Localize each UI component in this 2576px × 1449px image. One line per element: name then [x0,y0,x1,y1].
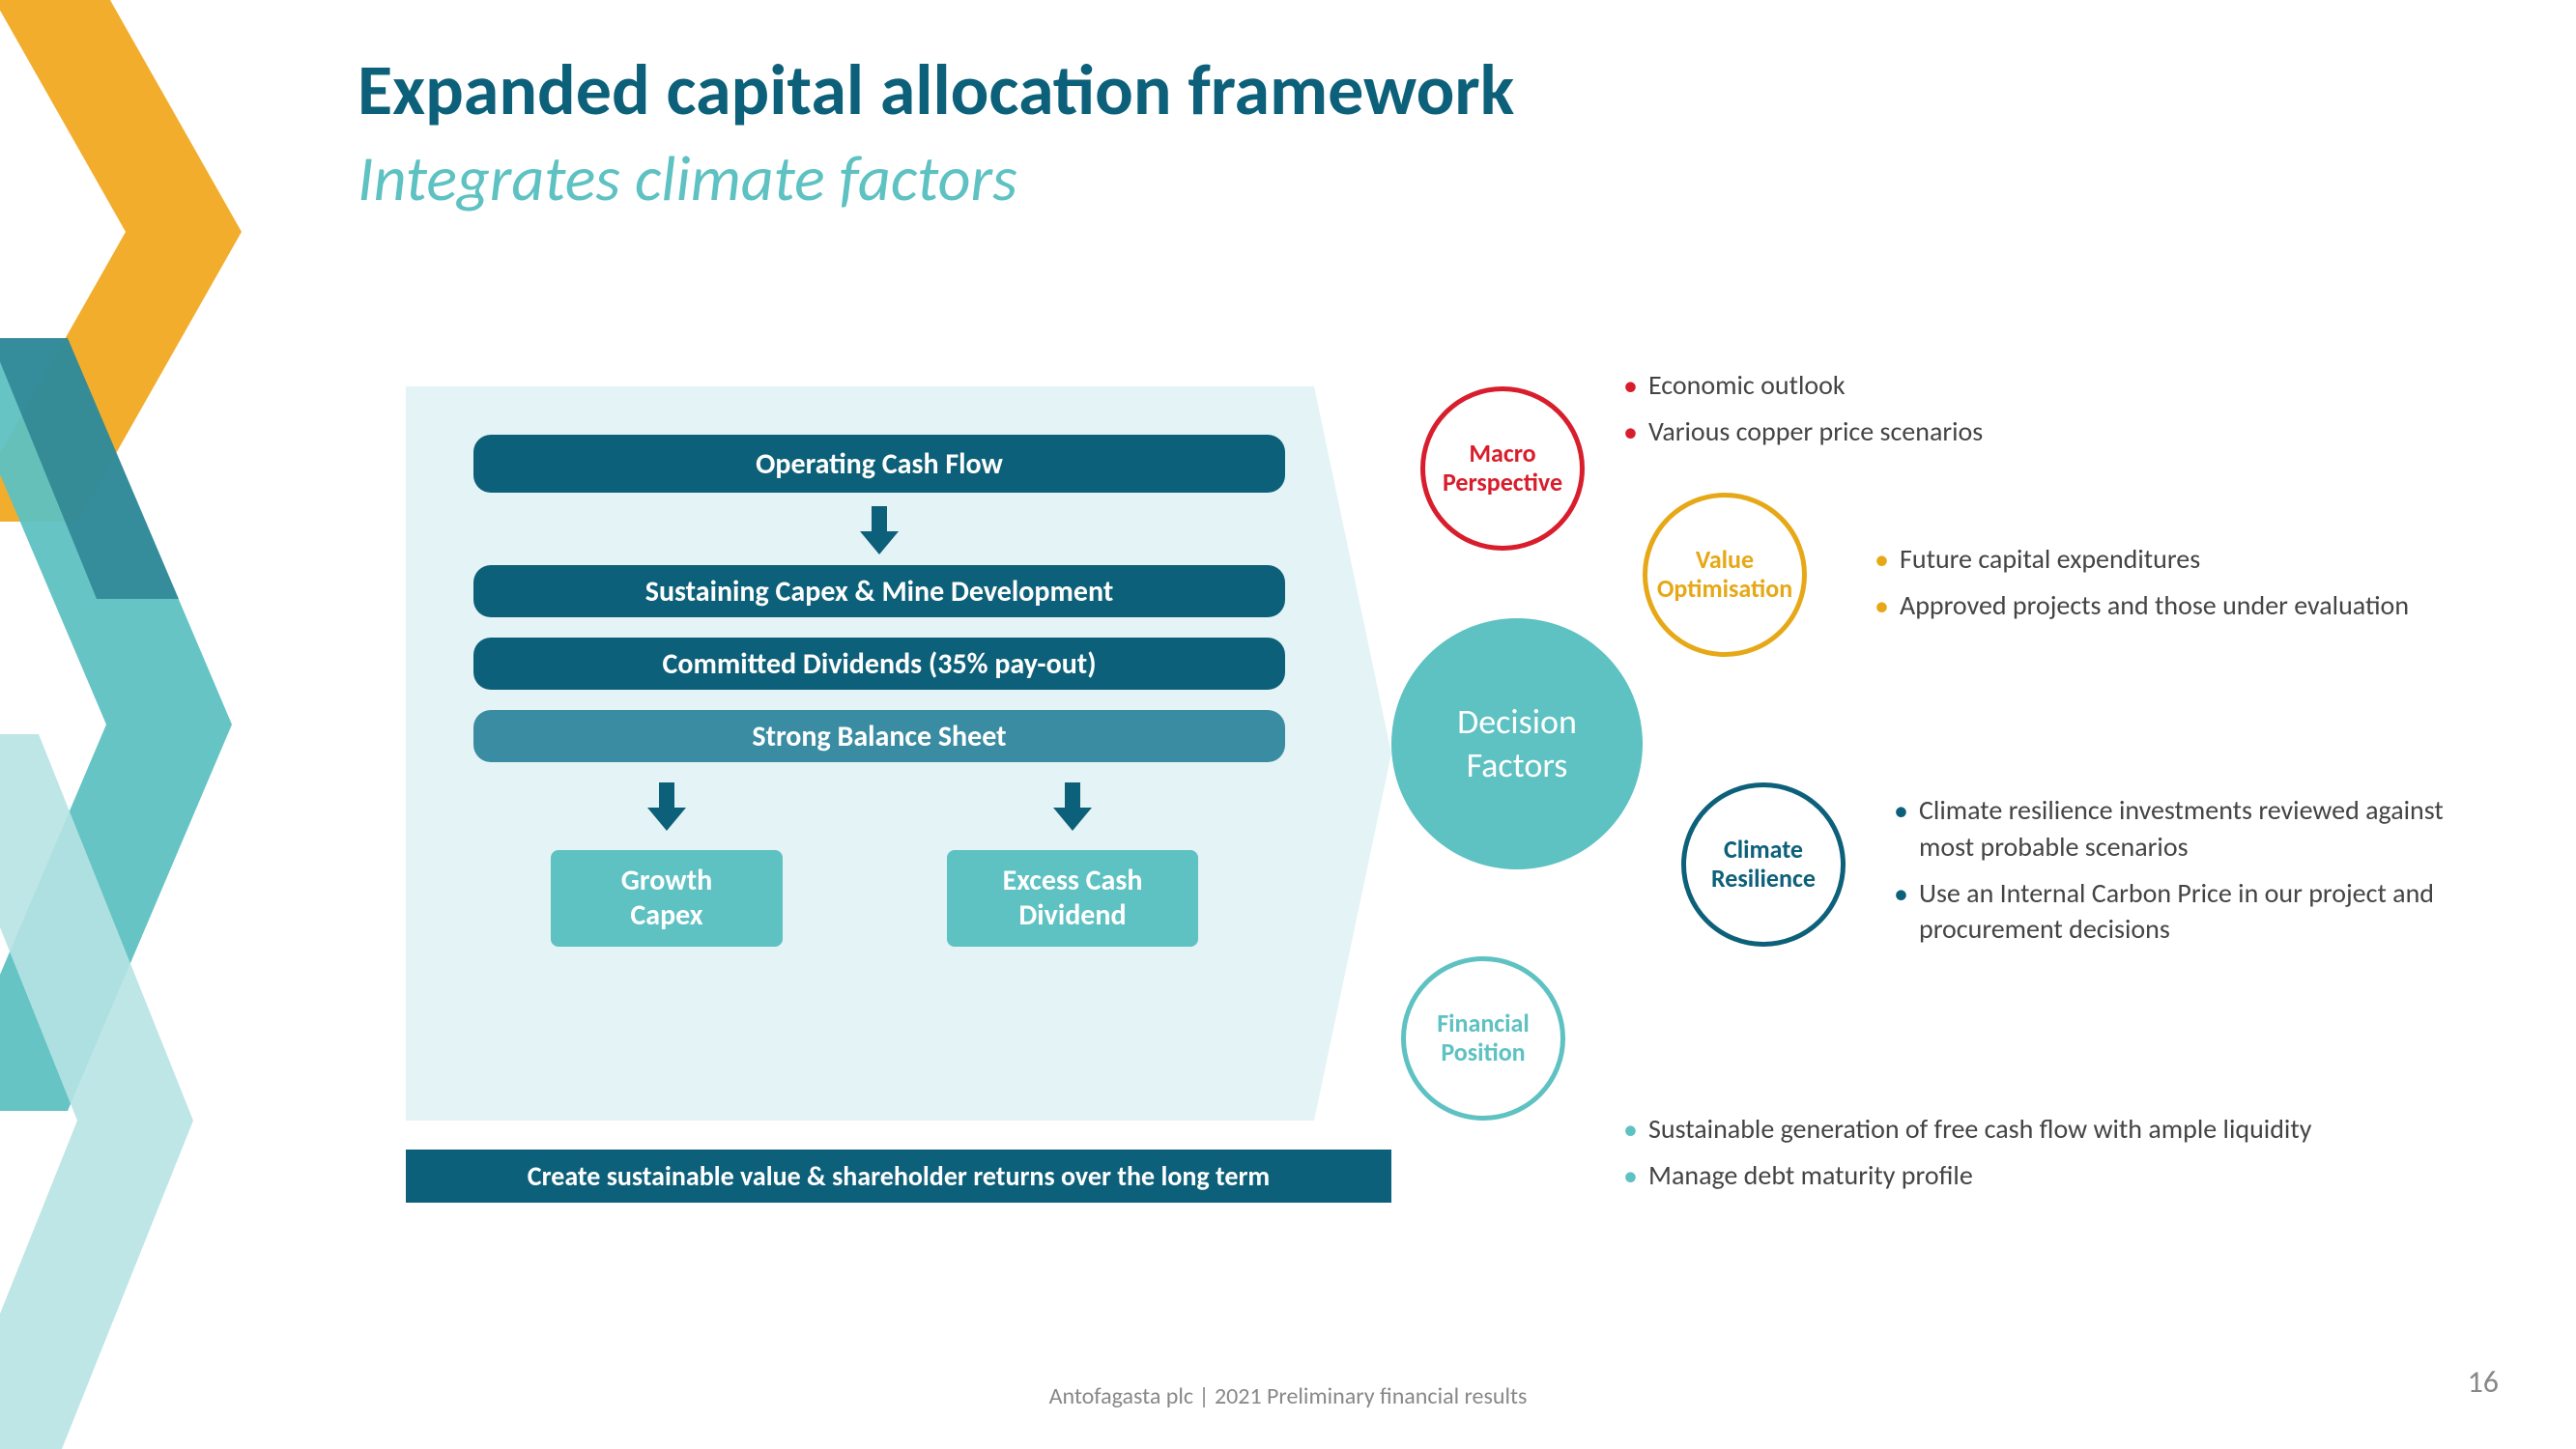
bullet-item: Future capital expenditures [1875,541,2416,578]
decision-center-label: Decision Factors [1457,700,1577,787]
page-number: 16 [2468,1363,2499,1401]
flow-growth-capex: Growth Capex [551,850,783,947]
flow-operating-cash-flow: Operating Cash Flow [473,435,1285,493]
flow-strong-balance-sheet: Strong Balance Sheet [473,710,1285,762]
arrow-down-icon [860,506,899,554]
satellite-climate-resilience: Climate Resilience [1681,782,1846,947]
capital-flow-panel: Operating Cash Flow Sustaining Capex & M… [406,386,1391,1121]
left-decorative-chevrons [0,0,251,1449]
footer-text: Antofagasta plc | 2021 Preliminary finan… [0,1382,2576,1410]
satellite-value-label: Value Optimisation [1651,540,1798,610]
satellite-fin-label: Financial Position [1431,1004,1535,1073]
satellite-macro-perspective: Macro Perspective [1420,386,1585,551]
flow-bottom-summary: Create sustainable value & shareholder r… [406,1150,1391,1203]
bullet-item: Economic outlook [1623,367,2300,404]
bullet-item: Various copper price scenarios [1623,413,2300,450]
bullets-fin: Sustainable generation of free cash flow… [1623,1111,2319,1204]
decision-factors-center: Decision Factors [1391,618,1643,869]
bullet-item: Manage debt maturity profile [1623,1157,2319,1194]
bullet-item: Sustainable generation of free cash flow… [1623,1111,2319,1148]
bullet-item: Climate resilience investments reviewed … [1894,792,2474,866]
arrow-down-icon [1053,782,1092,831]
bullets-value: Future capital expenditures Approved pro… [1875,541,2416,634]
satellite-financial-position: Financial Position [1401,956,1565,1121]
bullets-climate: Climate resilience investments reviewed … [1894,792,2474,957]
flow-sustaining-capex: Sustaining Capex & Mine Development [473,565,1285,617]
page-subtitle: Integrates climate factors [358,139,1514,217]
bullets-macro: Economic outlook Various copper price sc… [1623,367,2300,460]
bullet-item: Use an Internal Carbon Price in our proj… [1894,875,2474,949]
satellite-value-optimisation: Value Optimisation [1643,493,1807,657]
title-block: Expanded capital allocation framework In… [358,46,1514,217]
flow-excess-cash-dividend: Excess Cash Dividend [947,850,1198,947]
flow-committed-dividends: Committed Dividends (35% pay-out) [473,638,1285,690]
page-title: Expanded capital allocation framework [358,46,1514,133]
arrow-down-icon [647,782,686,831]
bullet-item: Approved projects and those under evalua… [1875,587,2416,624]
satellite-macro-label: Macro Perspective [1437,434,1568,503]
satellite-climate-label: Climate Resilience [1705,830,1821,899]
